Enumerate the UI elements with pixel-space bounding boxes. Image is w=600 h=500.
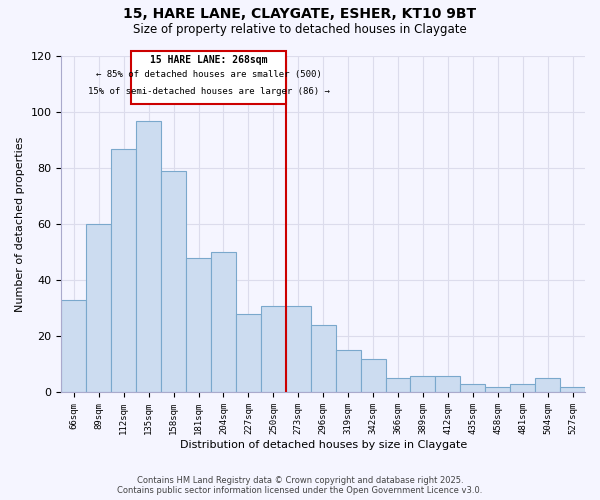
Bar xyxy=(410,376,436,392)
Bar xyxy=(560,387,585,392)
Text: 15, HARE LANE, CLAYGATE, ESHER, KT10 9BT: 15, HARE LANE, CLAYGATE, ESHER, KT10 9BT xyxy=(124,8,476,22)
Bar xyxy=(261,306,286,392)
Bar xyxy=(485,387,510,392)
Bar xyxy=(186,258,211,392)
Text: 15 HARE LANE: 268sqm: 15 HARE LANE: 268sqm xyxy=(150,55,267,65)
Bar xyxy=(361,359,386,392)
Text: ← 85% of detached houses are smaller (500): ← 85% of detached houses are smaller (50… xyxy=(95,70,322,80)
Bar xyxy=(61,300,86,392)
FancyBboxPatch shape xyxy=(131,51,286,104)
Text: Size of property relative to detached houses in Claygate: Size of property relative to detached ho… xyxy=(133,22,467,36)
Bar xyxy=(136,121,161,392)
Bar xyxy=(161,171,186,392)
Bar xyxy=(386,378,410,392)
Bar xyxy=(311,326,335,392)
Bar xyxy=(211,252,236,392)
Bar xyxy=(111,149,136,392)
Bar xyxy=(335,350,361,393)
X-axis label: Distribution of detached houses by size in Claygate: Distribution of detached houses by size … xyxy=(179,440,467,450)
Bar xyxy=(436,376,460,392)
Bar xyxy=(460,384,485,392)
Bar xyxy=(86,224,111,392)
Bar xyxy=(236,314,261,392)
Text: Contains HM Land Registry data © Crown copyright and database right 2025.
Contai: Contains HM Land Registry data © Crown c… xyxy=(118,476,482,495)
Y-axis label: Number of detached properties: Number of detached properties xyxy=(15,137,25,312)
Bar xyxy=(535,378,560,392)
Text: 15% of semi-detached houses are larger (86) →: 15% of semi-detached houses are larger (… xyxy=(88,87,329,96)
Bar xyxy=(510,384,535,392)
Bar xyxy=(286,306,311,392)
